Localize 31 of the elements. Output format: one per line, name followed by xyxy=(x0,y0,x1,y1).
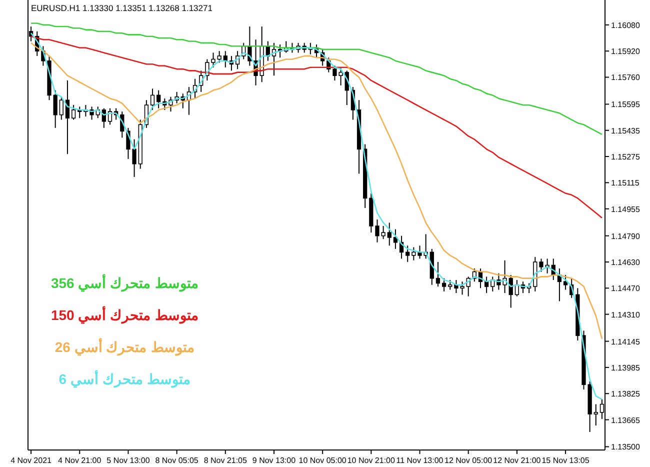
y-tick-label: 1.15275 xyxy=(611,152,640,162)
y-tick-label: 1.14310 xyxy=(611,310,640,320)
y-tick-label: 1.15920 xyxy=(611,47,640,56)
y-tick-label: 1.13825 xyxy=(611,390,640,399)
x-tick-label: 10 Nov 21:00 xyxy=(347,456,396,465)
legend: متوسط متحرك أسي 356 متوسط متحرك أسي 150 متوسط متحرك أسي 26 متوسط متحرك أسي 6 xyxy=(50,275,200,387)
x-tick-label: 12 Nov 05:00 xyxy=(444,456,493,465)
y-tick-label: 1.15760 xyxy=(611,73,640,82)
y-tick-label: 1.14145 xyxy=(611,337,640,346)
y-tick-label: 1.15115 xyxy=(611,178,640,188)
x-tick-label: 8 Nov 05:05 xyxy=(155,456,199,465)
y-tick-label: 1.14630 xyxy=(611,258,640,267)
y-tick-label: 1.14470 xyxy=(611,284,640,294)
x-tick-label: 8 Nov 21:05 xyxy=(204,456,248,465)
x-tick-label: 5 Nov 13:00 xyxy=(106,456,150,465)
x-tick-label: 15 Nov 13:05 xyxy=(542,456,590,465)
x-tick-label: 12 Nov 21:00 xyxy=(493,456,542,465)
y-tick-label: 1.13985 xyxy=(611,363,640,372)
y-tick-label: 1.13500 xyxy=(611,442,640,452)
x-tick-label: 4 Nov 2021 xyxy=(10,456,52,465)
x-tick-label: 9 Nov 13:00 xyxy=(252,456,296,465)
y-tick-label: 1.13665 xyxy=(611,416,640,425)
x-tick-label: 11 Nov 13:00 xyxy=(396,456,444,465)
x-tick-label: 4 Nov 21:00 xyxy=(58,456,102,465)
x-tick-label: 10 Nov 05:00 xyxy=(298,456,347,465)
y-tick-label: 1.15435 xyxy=(611,126,640,136)
y-tick-label: 1.16080 xyxy=(611,20,640,30)
y-tick-label: 1.14790 xyxy=(611,232,640,241)
y-tick-label: 1.15595 xyxy=(611,100,640,110)
title: EURUSD.H1 1.13330 1.13351 1.13268 1.13271 xyxy=(31,3,212,13)
y-tick-label: 1.14955 xyxy=(611,204,640,214)
